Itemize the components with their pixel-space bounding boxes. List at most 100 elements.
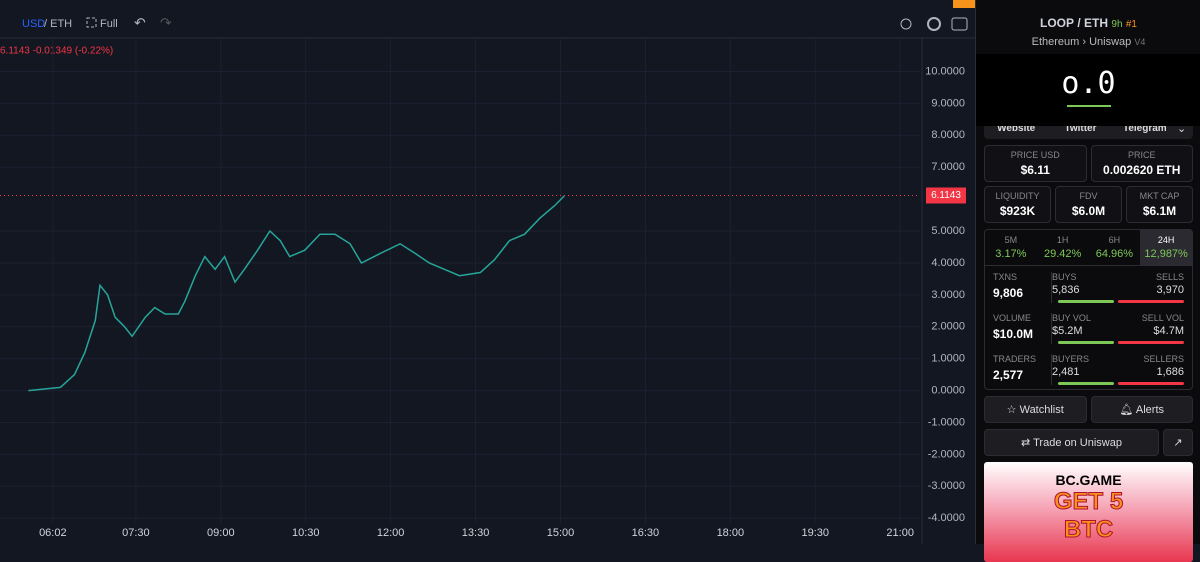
full-button[interactable]: Full: [100, 18, 118, 30]
x-tick-label: 07:30: [122, 527, 150, 539]
ratio-bar: [1118, 341, 1184, 344]
quote: / ETH: [1077, 16, 1109, 30]
stats: TXNS 9,806 BUYS 5,836 SELLS 3,970 VOLUME $10.0M…: [985, 266, 1192, 389]
link[interactable]: Twitter: [1064, 123, 1097, 134]
y-tick-label: -2.0000: [928, 448, 965, 460]
actions: ☆ Watchlist 🔔︎ Alerts: [984, 396, 1193, 423]
chain-line: Ethereum › Uniswap V4: [1031, 36, 1146, 48]
stat-text: $5.2M: [1052, 325, 1083, 337]
link[interactable]: Website: [997, 123, 1036, 134]
stat: BUYS 5,836: [1052, 272, 1118, 303]
stat: SELLERS 1,686: [1118, 354, 1184, 385]
stat-text: 9,806: [993, 286, 1024, 300]
ad[interactable]: BC.GAME GET 5 BTC: [984, 462, 1193, 562]
y-tick-label: 5.0000: [931, 225, 965, 237]
last-price-box: [926, 187, 966, 204]
trade-button[interactable]: ⇄ Trade on Uniswap: [984, 429, 1159, 456]
dex: Uniswap: [1089, 36, 1132, 48]
stat: TXNS 9,806: [993, 272, 1052, 303]
stat-text: SELLERS: [1143, 354, 1184, 364]
stat-text: 3,970: [1156, 284, 1184, 296]
x-tick-label: 13:30: [462, 527, 490, 539]
pair-title: LOOP / ETH 9h #1: [976, 0, 1200, 30]
ratio-bar: [1058, 341, 1114, 344]
token: LOOP: [1040, 16, 1075, 30]
logo: o.0: [1061, 66, 1116, 101]
x-tick-label: 09:00: [207, 527, 235, 539]
undo[interactable]: ↶: [134, 15, 146, 31]
redo[interactable]: ↷: [160, 15, 172, 31]
watchlist-button[interactable]: ☆ Watchlist: [984, 396, 1087, 423]
x-tick-label: 16:30: [632, 527, 660, 539]
metric: MKT CAP $6.1M: [1126, 186, 1193, 223]
y-tick-label: 3.0000: [931, 289, 965, 301]
stat: SELLS 3,970: [1118, 272, 1184, 303]
y-tick-label: 4.0000: [931, 257, 965, 269]
more[interactable]: ⌄: [1176, 123, 1187, 135]
y-tick-label: -3.0000: [928, 480, 965, 492]
trade-row: ⇄ Trade on Uniswap ↗: [984, 429, 1193, 456]
link[interactable]: Telegram: [1122, 123, 1167, 134]
y-tick-label: 10.0000: [925, 65, 965, 77]
camera-icon[interactable]: [951, 17, 968, 31]
stat-row: TRADERS 2,577 BUYERS 2,481 SELLERS 1,686: [993, 348, 1184, 389]
tab[interactable]: 5M 3.17%: [995, 235, 1027, 260]
stat-text: $10.0M: [993, 327, 1034, 341]
ratio-bar: [1118, 300, 1184, 303]
prices: PRICE USD $6.11 PRICE 0.002620 ETH: [984, 145, 1193, 182]
stat-text: BUY VOL: [1052, 313, 1091, 323]
age: 9h: [1111, 19, 1123, 30]
stat-row: VOLUME $10.0M BUY VOL $5.2M SELL VOL $4.7M: [993, 307, 1184, 348]
chart: USD / ETH Full ↶ ↷ 6.1143 -0.01349 (-0.2…: [0, 0, 975, 544]
rank: #1: [1125, 19, 1137, 30]
stat-text: SELL VOL: [1141, 313, 1184, 323]
tab[interactable]: 1H 29.42%: [1043, 235, 1082, 260]
price-header: 6.1143 -0.01349 (-0.22%): [0, 46, 113, 57]
stats-card: 5M 3.17% 1H 29.42% 6H 64.96% 24H 12,987% TXN…: [984, 229, 1193, 390]
tab[interactable]: 6H 64.96%: [1095, 235, 1134, 260]
logo-underline: [1066, 105, 1111, 107]
tabs: 5M 3.17% 1H 29.42% 6H 64.96% 24H 12,987%: [985, 230, 1192, 266]
stat-text: $4.7M: [1153, 325, 1184, 337]
stat-text: 1,686: [1156, 366, 1184, 378]
y-tick-label: 9.0000: [931, 97, 965, 109]
y-tick-label: 7.0000: [931, 161, 965, 173]
ratio-bar: [1118, 382, 1184, 385]
stat-text: 2,577: [993, 368, 1024, 382]
price-line: [28, 195, 565, 392]
stat: BUYERS 2,481: [1052, 354, 1118, 385]
metric: LIQUIDITY $923K: [984, 186, 1051, 223]
last-price-label: 6.1143: [931, 190, 961, 201]
x-tick-label: 19:30: [801, 527, 829, 539]
x-tick-label: 18:00: [717, 527, 745, 539]
quote-currency[interactable]: / ETH: [44, 18, 72, 30]
chain: Ethereum: [1031, 36, 1080, 48]
settings-icon[interactable]: [927, 17, 941, 31]
ratio-bar: [1058, 382, 1114, 385]
y-tick-label: -4.0000: [928, 512, 965, 524]
stat: BUY VOL $5.2M: [1052, 313, 1118, 344]
alerts-button[interactable]: 🔔︎ Alerts: [1090, 396, 1193, 423]
metrics: LIQUIDITY $923K FDV $6.0M MKT CAP $6.1M: [984, 186, 1193, 223]
stat: TRADERS 2,577: [993, 354, 1052, 385]
corner-badge: [953, 0, 975, 8]
full-icon: [86, 17, 97, 28]
base-currency[interactable]: USD: [22, 18, 45, 30]
ratio-bar: [1058, 300, 1114, 303]
side-panel: LOOP / ETH 9h #1 Ethereum › Uniswap V4 o…: [975, 0, 1200, 562]
stat-text: BUYS: [1052, 272, 1077, 282]
price-box: PRICE 0.002620 ETH: [1090, 145, 1193, 182]
toolbar: [0, 0, 975, 38]
stat-text: BUYERS: [1052, 354, 1090, 364]
stat: SELL VOL $4.7M: [1118, 313, 1184, 344]
y-tick-label: 1.0000: [931, 353, 965, 365]
y-tick-label: -1.0000: [928, 416, 965, 428]
x-tick-label: 21:00: [886, 527, 914, 539]
stat-text: 2,481: [1052, 366, 1080, 378]
x-tick-label: 06:02: [39, 527, 67, 539]
tab[interactable]: 24H 12,987%: [1140, 230, 1192, 265]
y-tick-label: 0.0000: [931, 384, 965, 396]
zoom-icon[interactable]: [900, 18, 912, 30]
external-link[interactable]: ↗: [1163, 429, 1193, 456]
